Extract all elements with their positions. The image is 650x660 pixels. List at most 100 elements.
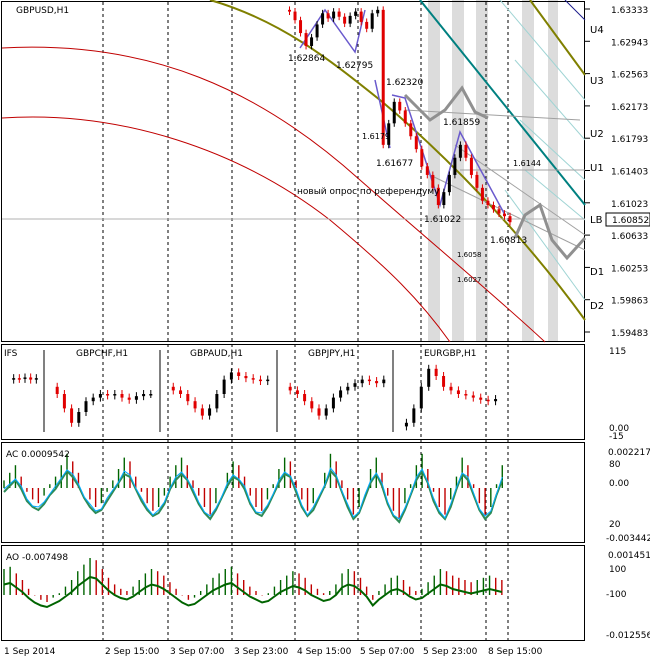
candle-body: [420, 149, 424, 167]
correlation-candle-body: [12, 378, 16, 380]
correlation-candle-body: [186, 394, 190, 402]
point-label-1: 1.62864: [288, 54, 325, 64]
time-tick-label: 2 Sep 15:00: [105, 647, 160, 657]
correlation-candle-body: [464, 394, 468, 396]
price-tick-label: 1.63333: [611, 6, 648, 16]
correlation-candle-body: [29, 377, 33, 380]
candle-body: [376, 9, 380, 14]
ao-label: AO -0.007498: [6, 553, 68, 563]
correlation-candle-body: [171, 386, 175, 391]
price-scale: 1.63333 1.62943 1.62563 1.62173 1.61793 1.614…: [585, 6, 648, 339]
ao-line: [3, 575, 503, 609]
correlation-scale-top: 115: [609, 347, 626, 357]
correlation-pair-4: EURGBP,H1: [424, 349, 476, 359]
correlation-candle-body: [456, 390, 460, 394]
candle-body: [381, 9, 385, 145]
candle-body: [403, 110, 407, 124]
candle-body: [359, 11, 363, 22]
candle-body: [392, 101, 396, 124]
teal-channel-line: [419, 0, 586, 206]
correlation-pair-1: GBPCHF,H1: [76, 349, 128, 359]
correlation-candle-body: [193, 401, 197, 409]
candle-body: [293, 11, 297, 21]
correlation-pair-3: GBPJPY,H1: [308, 349, 355, 359]
projection-upper: [403, 85, 489, 122]
correlation-candle-body: [23, 377, 27, 379]
ao-scale-minus100: -100: [606, 590, 627, 600]
candle-body: [343, 16, 347, 24]
correlation-candle-body: [215, 394, 219, 409]
session-bands: [428, 0, 558, 342]
correlation-candles: [12, 364, 498, 431]
candle-body: [480, 187, 484, 201]
candle-body: [453, 157, 457, 175]
olive-channel-lower: [529, 0, 586, 76]
candle-body: [326, 13, 330, 19]
correlation-candle-body: [486, 399, 490, 402]
correlation-candle-body: [310, 401, 314, 409]
grid-lines: [102, 2, 509, 640]
correlation-candle-body: [346, 386, 350, 391]
correlation-candle-body: [404, 422, 408, 427]
point-label-6: 1.61859: [443, 118, 480, 128]
correlation-candle-body: [17, 378, 21, 380]
price-tick-label: 1.59483: [611, 329, 648, 339]
correlation-candle-body: [266, 379, 270, 382]
correlation-candle-body: [229, 372, 233, 380]
price-tick-label: 1.62943: [611, 38, 648, 48]
ac-scale-20: 20: [609, 520, 621, 530]
correlation-candle-body: [106, 394, 110, 396]
chart-title: GBPUSD,H1: [16, 6, 69, 16]
correlation-candle-body: [353, 383, 357, 387]
ao-scale-100: 100: [609, 565, 626, 575]
main-labels: GBPUSD,H1 1.62864 1.62795 1.62320 1.6179…: [16, 6, 541, 284]
correlation-candle-body: [127, 397, 131, 400]
correlation-candle-body: [367, 379, 371, 382]
time-tick-label: 4 Sep 15:00: [297, 647, 352, 657]
level-u4: U4: [590, 25, 604, 36]
ac-fast-line: [3, 466, 503, 520]
candle-body: [464, 144, 468, 158]
projection-lower: [513, 202, 587, 261]
price-candles: [288, 6, 512, 226]
candle-body: [486, 200, 490, 206]
level-lb: LB: [590, 215, 603, 226]
candle-body: [288, 9, 292, 12]
ac-scale-bottom: -0.003442: [606, 534, 650, 544]
candle-body: [436, 187, 440, 206]
ma-slow-line: [1, 46, 546, 343]
point-label-10: 1.6058: [457, 251, 482, 259]
candle-body: [431, 174, 435, 188]
current-price-label: 1.60852: [612, 216, 649, 226]
point-label-4: 1.6179: [362, 132, 390, 141]
correlation-candle-body: [494, 399, 498, 402]
candle-body: [497, 209, 501, 214]
correlation-candle-body: [91, 397, 95, 402]
correlation-candle-body: [179, 390, 183, 394]
correlation-candle-body: [295, 390, 299, 394]
ac-scale-zero: 0.00: [609, 479, 629, 489]
level-d2: D2: [590, 301, 604, 312]
correlation-candle-body: [134, 396, 138, 400]
correlation-candle-body: [412, 408, 416, 423]
time-tick-label: 1 Sep 2014: [4, 647, 56, 657]
candle-body: [502, 213, 506, 217]
correlation-candle-body: [70, 408, 74, 423]
correlation-candle-body: [98, 394, 102, 398]
candle-body: [469, 157, 473, 175]
correlation-scale-bottom: -15: [609, 432, 624, 442]
price-tick-label: 1.61403: [611, 168, 648, 178]
current-price-box: [605, 212, 650, 227]
point-label-2: 1.62795: [336, 61, 373, 71]
ac-panel: AC 0.0009542 0.0022176 80 0.00 20 -0.003…: [3, 448, 650, 544]
correlation-candle-body: [303, 394, 307, 402]
price-tick-label: 1.60633: [611, 232, 648, 242]
navy-channel-line: [564, 0, 586, 21]
ma-fast-line: [1, 116, 451, 343]
correlation-candle-body: [258, 379, 262, 382]
time-tick-label: 8 Sep 15:00: [488, 647, 543, 657]
correlation-scale-zero: 0.00: [609, 424, 629, 434]
correlation-candle-body: [222, 379, 226, 394]
